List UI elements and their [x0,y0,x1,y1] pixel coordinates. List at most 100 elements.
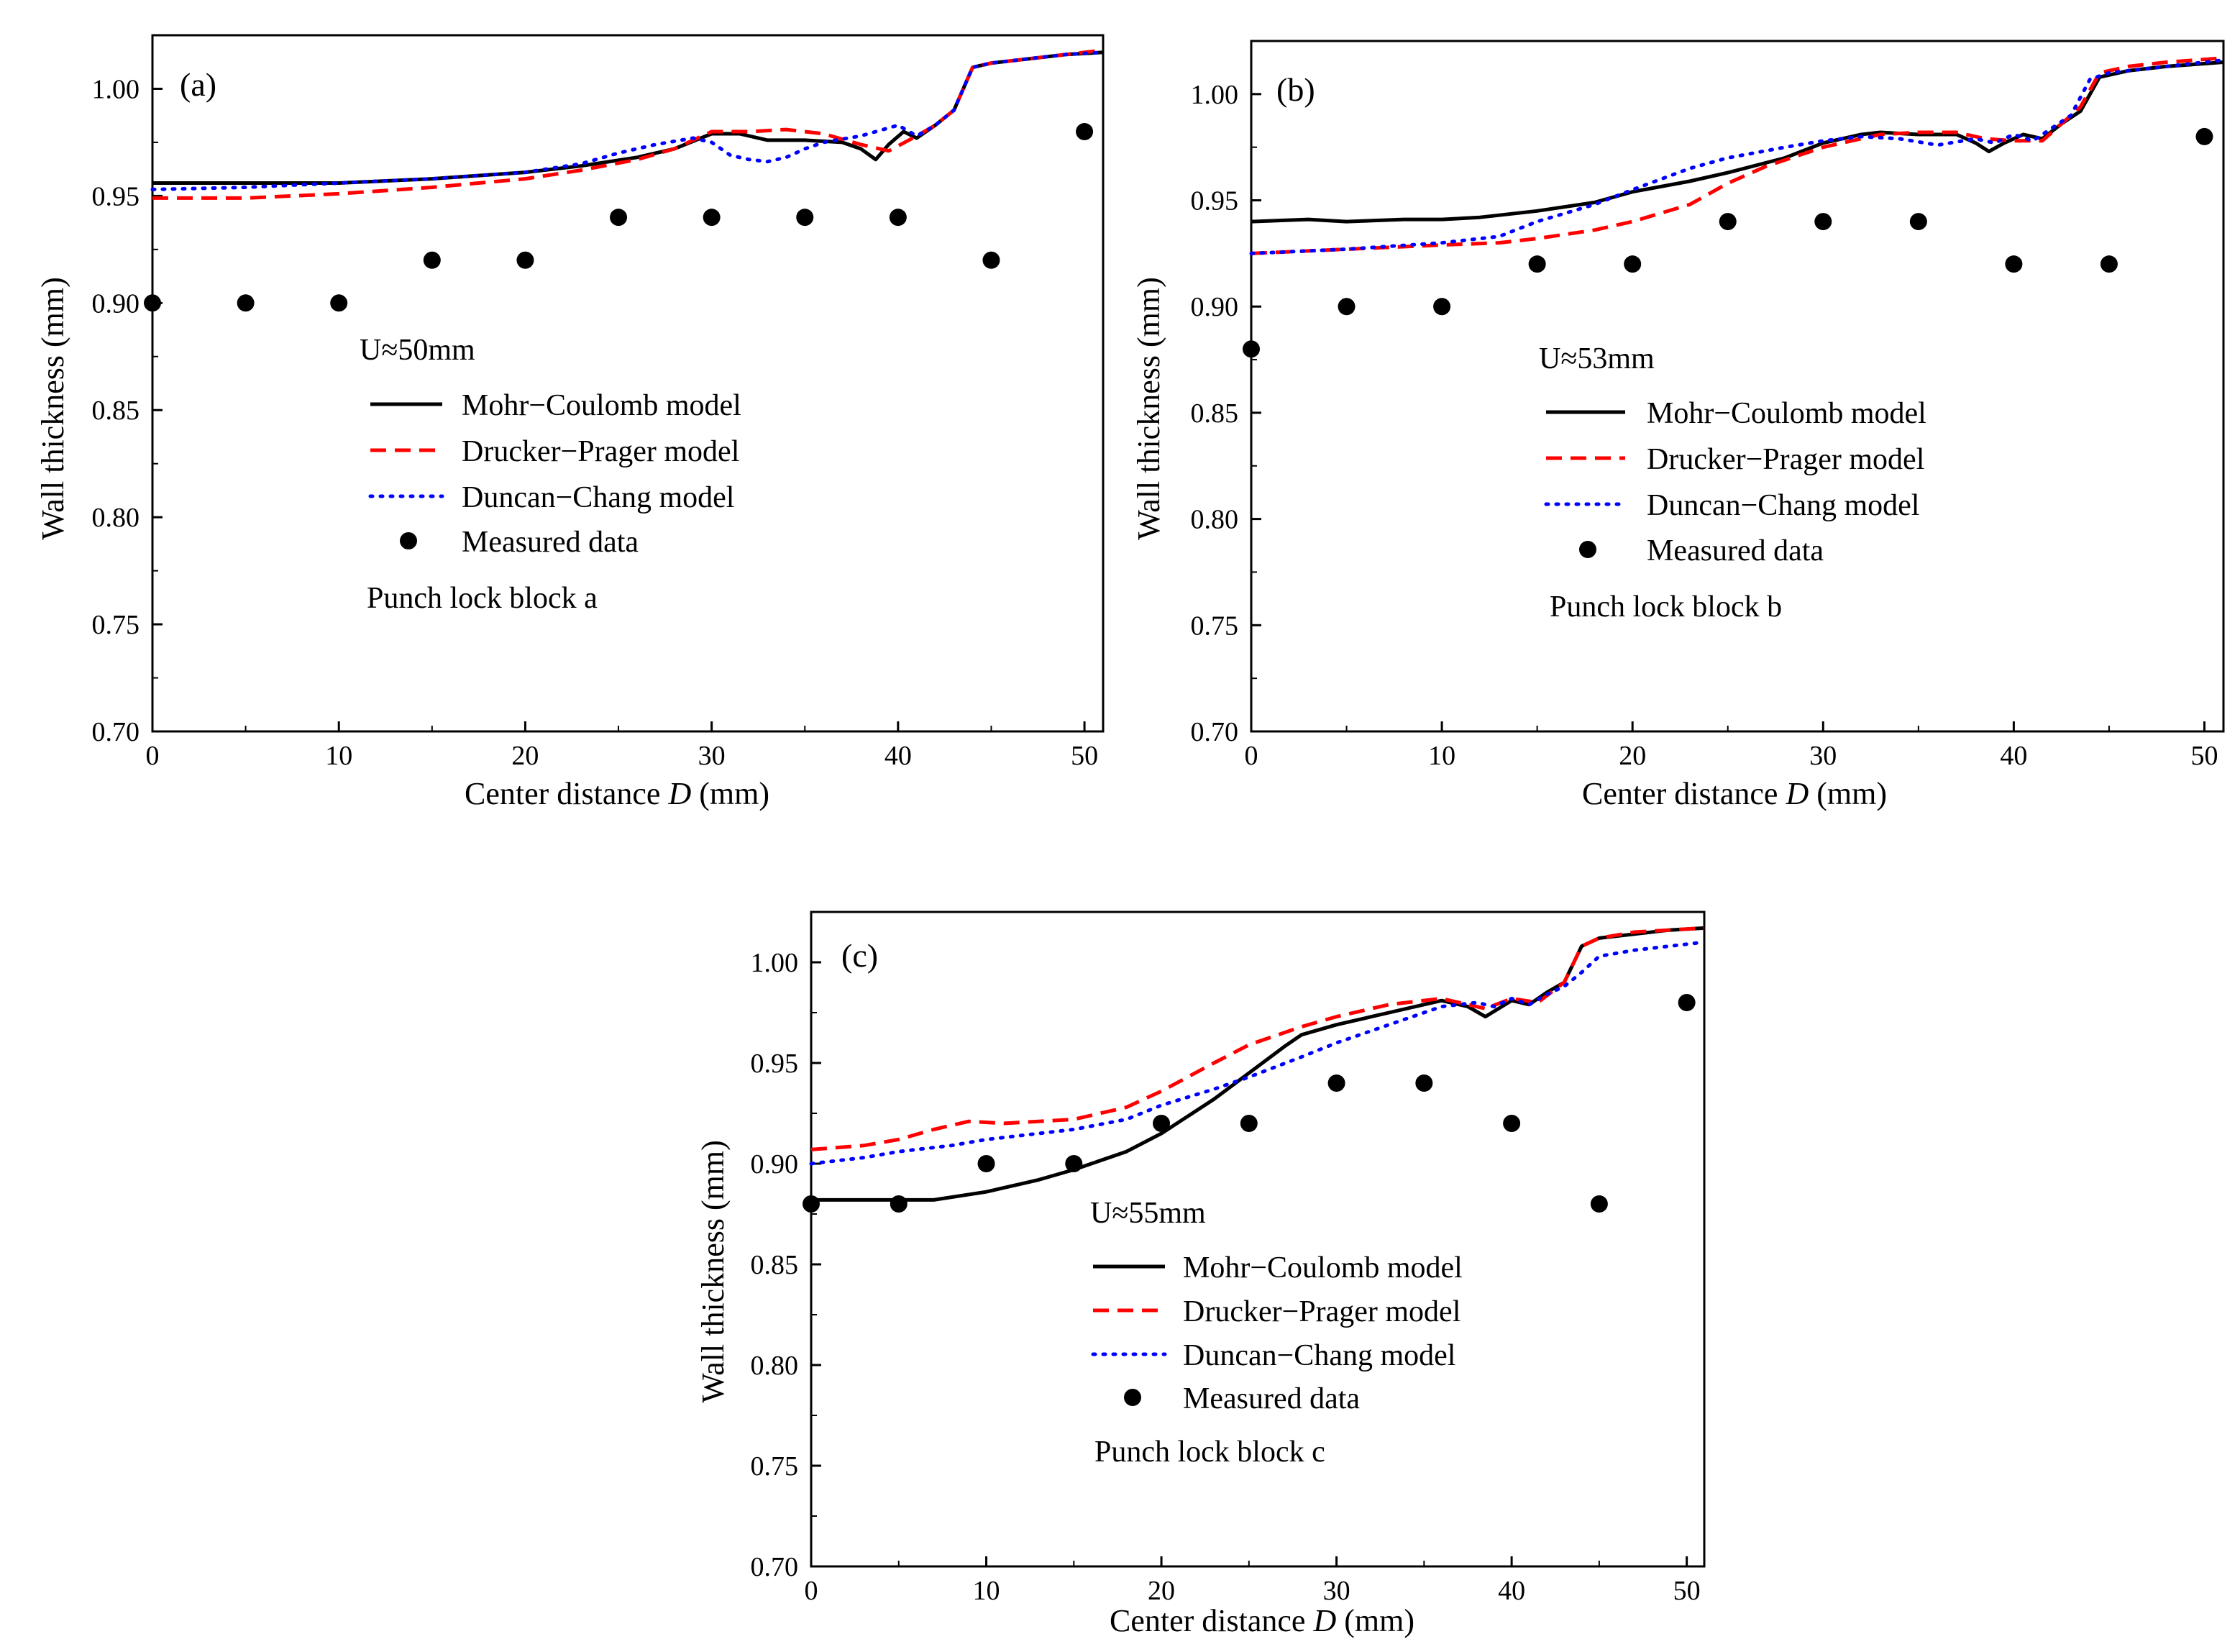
panel-b-measured-point [1909,213,1927,231]
panel-c-measured-point [1503,1115,1521,1132]
panel-a-ytick-label: 0.80 [92,503,140,533]
panel-a-note: Punch lock block a [367,582,598,615]
panel-c-series-dotted [809,940,1706,1166]
panel-c-ytick-label: 1.00 [751,948,799,978]
panel-b-legend: U≈53mm Mohr−Coulomb model Drucker−Prager… [1539,342,1926,624]
panel-b-xlabel: Center distance D (mm) [1582,776,1887,811]
panel-a-ytick-label: 0.90 [92,288,140,319]
panel-b-measured-point [1243,340,1260,358]
panel-a-xtick-label: 0 [146,741,160,771]
panel-c-xtick-label: 50 [1673,1576,1701,1606]
panel-c-measured-point [1415,1074,1433,1092]
panel-c-xtick-label: 0 [805,1576,818,1606]
panel-a-measured-point [703,209,721,227]
panel-c-plot: 0 10 20 30 40 50 0.70 0.75 0.80 0.85 0.90 0.95 1.00 [751,911,1706,1606]
panel-a-series-dashed [152,48,1104,200]
panel-b-condition: U≈53mm [1539,342,1655,375]
panel-c-legend-drucker: Drucker−Prager model [1183,1295,1460,1328]
panel-c-series-dashed [810,926,1705,1151]
panel-a-ytick-label: 0.85 [92,396,140,426]
panel-b-series-dotted [1249,58,2226,255]
panel-b-series-solid [1251,60,2224,224]
panel-b-measured-point [1338,298,1356,316]
panel-c-legend-measured: Measured data [1183,1382,1360,1415]
panel-b-ytick-label: 0.70 [1191,717,1239,747]
panel-b-ytick-label: 0.90 [1191,292,1239,322]
panel-b-ytick-label: 0.95 [1191,186,1239,216]
panel-c-legend-mohr: Mohr−Coulomb model [1183,1251,1463,1284]
panel-a-ytick-label: 1.00 [92,74,140,104]
panel-a-legend-drucker: Drucker−Prager model [462,435,739,468]
panel-c-condition: U≈55mm [1090,1197,1206,1230]
panel-a-ytick-label: 0.70 [92,717,140,747]
panel-b-measured-point [2195,127,2213,145]
panel-a-xlabel-suffix: (mm) [691,776,769,811]
panel-a-legend-duncan: Duncan−Chang model [462,481,734,514]
panel-b-note: Punch lock block b [1550,590,1782,624]
panel-b-legend-marker [1579,541,1596,558]
panel-b-measured-point [1719,213,1737,231]
panel-b-ytick-label: 1.00 [1191,80,1239,110]
panel-b-xtick-label: 50 [2190,741,2218,771]
panel-c-ylabel: Wall thickness (mm) [695,1140,731,1403]
panel-c-measured-point [1153,1115,1171,1132]
panel-a-measured-point [982,251,1000,269]
panel-c-measured-point [1240,1115,1258,1132]
panel-a-legend: U≈50mm Mohr−Coulomb model Drucker−Prager… [360,334,741,615]
panel-a-frame [151,34,1105,733]
panel-b-legend-mohr: Mohr−Coulomb model [1647,397,1926,430]
panel-c-xtick-label: 30 [1323,1576,1350,1606]
panel-a-legend-marker [400,532,417,549]
panel-c-xlabel-var: D [1312,1603,1336,1638]
panel-c-xlabel: Center distance D (mm) [1110,1603,1414,1638]
panel-c-ytick-label: 0.90 [751,1149,799,1179]
panel-a-condition: U≈50mm [360,334,475,367]
panel-a-ytick-label: 0.75 [92,610,140,640]
panel-a-ytick-label: 0.95 [92,181,140,211]
panel-a-xtick-label: 20 [511,741,539,771]
panel-b-legend-duncan: Duncan−Chang model [1647,489,1919,522]
panel-b-xtick-label: 10 [1428,741,1455,771]
panel-c-measured-point [1590,1195,1608,1213]
panel-c-ytick-label: 0.85 [751,1250,799,1280]
panel-b-measured-point [2100,255,2118,273]
panel-a-measured-point [1076,123,1094,141]
panel-c-xlabel-prefix: Center distance [1110,1603,1313,1638]
panel-a-xlabel-prefix: Center distance [465,776,668,811]
panel-b-ylabel: Wall thickness (mm) [1131,277,1166,540]
panel-a-legend-measured: Measured data [462,526,639,559]
panel-a-xlabel: Center distance D (mm) [465,776,769,811]
panel-a-measured-point [796,209,814,227]
panel-a-series-dotted [150,50,1105,191]
panel-c-ytick-label: 0.70 [751,1552,799,1582]
panel-a-plot: 0 10 20 30 40 50 0.70 0.75 0.80 0.85 0.90 0.95 1.00 [92,34,1105,771]
panel-c-xlabel-suffix: (mm) [1336,1603,1414,1638]
panel-b-legend-measured: Measured data [1647,534,1824,567]
panel-b-xlabel-prefix: Center distance [1582,776,1786,811]
panel-b-xtick-label: 40 [2000,741,2027,771]
panel-c-xtick-label: 20 [1148,1576,1175,1606]
panel-b-measured-point [1433,298,1451,316]
panel-b-measured-point [2005,255,2023,273]
panel-a-measured-point [144,294,161,312]
panel-a: 0 10 20 30 40 500.700.750.800.850.900.951.00 … [35,34,1105,811]
panel-a-ylabel: Wall thickness (mm) [35,277,70,540]
panel-a-xtick-label: 50 [1071,741,1098,771]
panel-b-plot: 0 10 20 30 40 50 0.70 0.75 0.80 0.85 0.90 0.95 1.00 [1191,40,2226,771]
panel-a-xtick-label: 10 [325,741,352,771]
panel-a-xtick-label: 30 [698,741,726,771]
panel-a-measured-point [330,294,348,312]
panel-a-measured-point [423,251,441,269]
panel-c-ytick-label: 0.80 [751,1351,799,1381]
panel-c-legend: U≈55mm Mohr−Coulomb model Drucker−Prager… [1090,1197,1463,1469]
panel-b-xtick-label: 30 [1809,741,1837,771]
panel-c: 0 10 20 30 40 500.700.750.800.850.900.951.00 … [695,911,1706,1638]
panel-c-legend-duncan: Duncan−Chang model [1183,1339,1455,1372]
panel-c-xtick-label: 40 [1498,1576,1525,1606]
panel-b-measured-point [1814,213,1832,231]
panel-c-legend-marker [1124,1389,1141,1406]
panel-c-ytick-label: 0.95 [751,1049,799,1079]
panel-a-measured-point [610,209,628,227]
panel-c-measured-point [1327,1074,1345,1092]
panel-c-measured-point [1678,994,1696,1011]
